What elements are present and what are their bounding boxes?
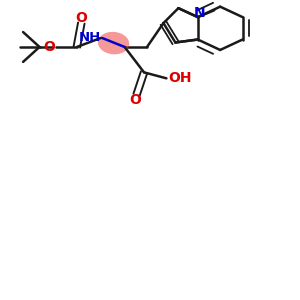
Text: N: N <box>194 6 205 20</box>
Text: OH: OH <box>168 71 191 85</box>
Text: O: O <box>75 11 87 25</box>
Text: O: O <box>130 92 142 106</box>
Text: O: O <box>44 40 55 54</box>
Ellipse shape <box>98 32 129 54</box>
Text: NH: NH <box>79 31 101 44</box>
